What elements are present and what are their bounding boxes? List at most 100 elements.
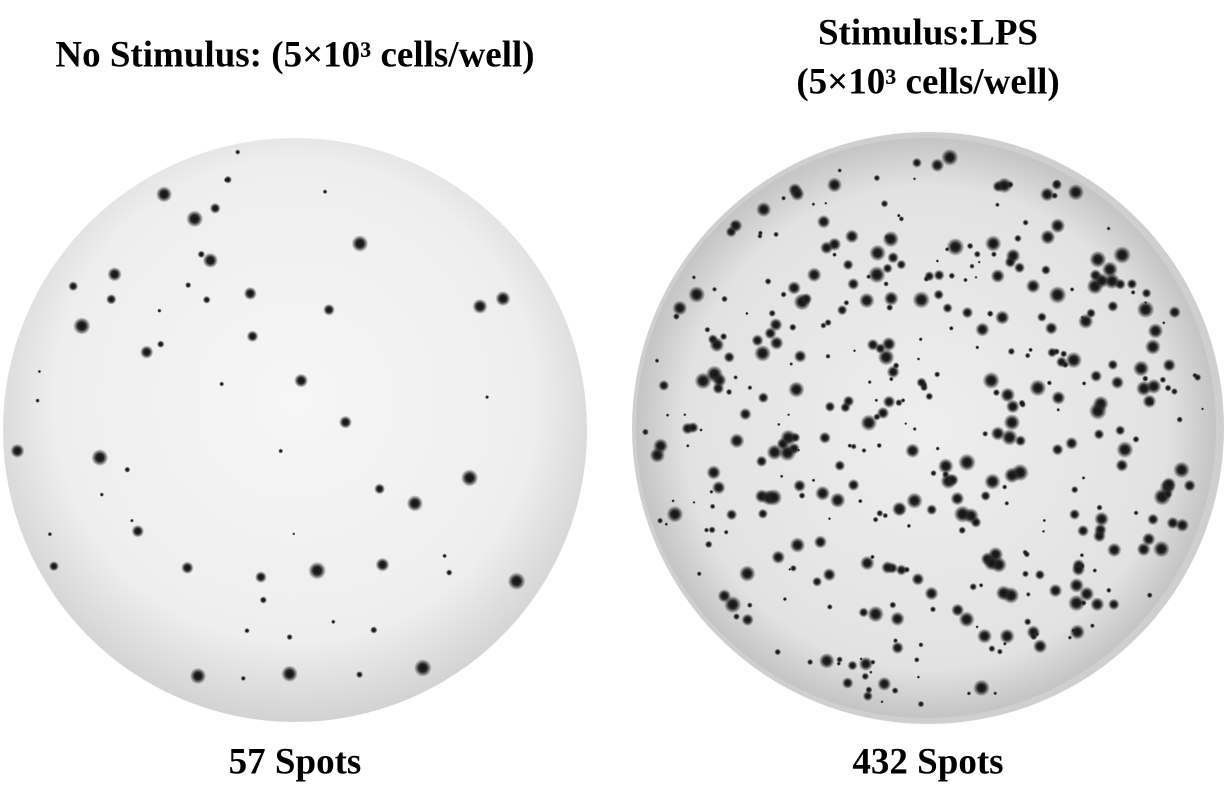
spot <box>1034 569 1046 580</box>
spot <box>1162 321 1166 325</box>
spot <box>1164 384 1172 392</box>
spot <box>880 700 884 704</box>
spot <box>975 322 990 337</box>
spot <box>672 300 688 316</box>
spot <box>777 422 781 427</box>
spot <box>746 602 753 609</box>
spot <box>798 492 806 500</box>
spot <box>725 509 738 521</box>
spot <box>186 210 204 228</box>
spot <box>903 566 911 573</box>
spot <box>445 569 453 576</box>
spot <box>739 565 756 582</box>
spot <box>970 516 982 528</box>
spot <box>703 527 710 533</box>
spot <box>1040 265 1051 275</box>
spot <box>935 446 940 451</box>
spot <box>1090 370 1103 383</box>
spot <box>946 237 965 256</box>
spot <box>824 401 836 413</box>
spot <box>891 687 899 695</box>
spot <box>862 691 873 702</box>
spot <box>824 318 832 327</box>
spot <box>757 233 763 239</box>
spot <box>842 259 854 271</box>
spot <box>826 177 843 193</box>
spot <box>850 443 857 450</box>
spot <box>800 293 813 305</box>
spot <box>1147 513 1159 526</box>
spot <box>1115 458 1129 472</box>
spot <box>778 444 797 462</box>
spot <box>91 449 109 467</box>
spot <box>1022 219 1029 226</box>
spot <box>1051 390 1066 405</box>
spot <box>709 337 725 353</box>
spot <box>771 550 786 565</box>
spot <box>815 485 831 501</box>
spot <box>913 656 920 663</box>
spot <box>896 213 901 218</box>
spot <box>246 330 259 343</box>
spot <box>1115 425 1126 436</box>
spot <box>1050 218 1066 234</box>
spot <box>1051 443 1064 456</box>
spot <box>941 470 950 479</box>
spot <box>1000 387 1016 403</box>
spot <box>1060 350 1068 358</box>
spot <box>992 388 1001 397</box>
spot <box>1192 372 1198 378</box>
spot <box>370 626 378 634</box>
spot <box>658 380 670 391</box>
spot <box>1175 518 1190 533</box>
spot <box>824 201 828 205</box>
spot <box>745 311 749 316</box>
spot <box>1141 288 1152 299</box>
spot <box>339 415 352 429</box>
spot <box>156 186 173 203</box>
spot <box>37 369 42 374</box>
spot <box>781 195 787 201</box>
spot <box>1094 523 1107 537</box>
spot <box>887 251 899 264</box>
spot <box>937 458 954 474</box>
spot <box>843 299 850 306</box>
spot <box>773 231 779 238</box>
spot <box>756 201 772 218</box>
spot <box>836 304 848 316</box>
spot <box>895 398 903 407</box>
panel-title: No Stimulus: (5×10³ cells/well) <box>55 34 534 75</box>
spot <box>858 292 875 309</box>
spot <box>219 381 225 387</box>
spot <box>841 677 854 689</box>
spot <box>974 275 978 279</box>
spot <box>244 627 250 634</box>
spot <box>975 345 980 350</box>
spot <box>933 269 945 281</box>
spot <box>918 337 923 342</box>
spot <box>870 554 875 560</box>
spot <box>741 613 754 626</box>
spot <box>278 448 284 454</box>
spot <box>869 244 886 262</box>
spot <box>1106 587 1112 594</box>
spot <box>665 413 670 418</box>
spot <box>1069 624 1086 640</box>
spot <box>696 571 702 577</box>
spot <box>1004 256 1017 268</box>
spot <box>355 671 364 679</box>
spot <box>995 310 1010 325</box>
spot <box>255 571 267 583</box>
spot <box>374 483 386 495</box>
spot <box>375 557 390 572</box>
spot <box>1051 179 1063 191</box>
spot <box>858 656 874 672</box>
spot <box>942 302 953 314</box>
spot <box>47 531 53 537</box>
spot <box>202 295 211 304</box>
panel-title: Stimulus:LPS <box>818 12 1038 53</box>
spot <box>1040 187 1055 202</box>
spot <box>870 659 876 665</box>
spot <box>691 275 697 280</box>
spot <box>1041 529 1046 534</box>
